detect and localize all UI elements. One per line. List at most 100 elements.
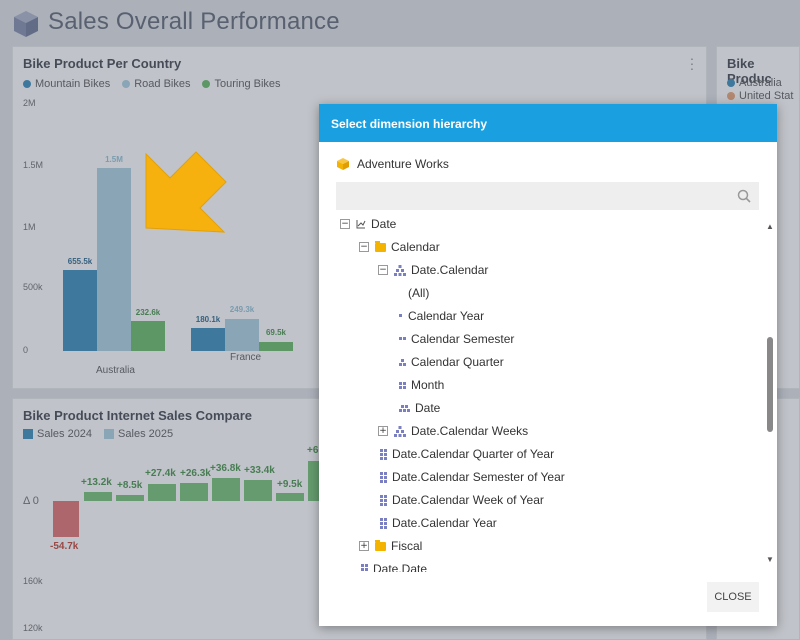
tree-node-calendar-semester[interactable]: Calendar Semester xyxy=(399,330,514,348)
tree-node-date-level[interactable]: Date xyxy=(399,399,440,417)
top-bar: Sales Overall Performance xyxy=(0,0,800,46)
folder-icon xyxy=(375,240,386,252)
scrollbar-thumb[interactable] xyxy=(767,337,773,432)
bar-australia-touring[interactable] xyxy=(131,321,165,351)
bar-australia-road[interactable] xyxy=(97,168,131,351)
waterfall-bar[interactable] xyxy=(308,461,320,501)
tree-node-attr-quarter-of-year[interactable]: Date.Calendar Quarter of Year xyxy=(380,445,554,463)
tree-node-label: Date.Calendar Quarter of Year xyxy=(392,447,555,461)
legend-item[interactable]: Mountain Bikes xyxy=(23,78,110,90)
tree-node-fiscal[interactable]: + Fiscal xyxy=(359,537,422,555)
dialog-title: Select dimension hierarchy xyxy=(319,104,777,142)
expand-toggle-icon[interactable]: + xyxy=(378,426,388,436)
scroll-up-icon[interactable]: ▲ xyxy=(766,222,774,231)
tree-node-label: Date xyxy=(415,401,441,415)
tree-node-calendar-quarter[interactable]: Calendar Quarter xyxy=(399,353,504,371)
attribute-icon xyxy=(380,471,387,483)
chart-legend: Australia United Stat xyxy=(727,77,793,102)
attribute-icon xyxy=(380,494,387,506)
waterfall-bar[interactable] xyxy=(244,480,272,501)
collapse-toggle-icon[interactable]: − xyxy=(340,219,350,229)
tree-node-label: Date.Calendar Year xyxy=(392,516,497,530)
legend-item[interactable]: Touring Bikes xyxy=(202,78,281,90)
waterfall-bar[interactable] xyxy=(116,495,144,501)
card-title: Bike Product Internet Sales Compare xyxy=(23,408,253,423)
bar-label: 655.5k xyxy=(67,257,93,266)
date-dimension-icon xyxy=(356,220,366,229)
tree-node-attr-week-of-year[interactable]: Date.Calendar Week of Year xyxy=(380,491,544,509)
tree-node-date-calendar[interactable]: − Date.Calendar xyxy=(378,261,488,279)
attribute-icon xyxy=(380,517,387,529)
bar-france-touring[interactable] xyxy=(259,342,293,351)
bar-label: 249.3k xyxy=(229,305,255,314)
tree-node-month[interactable]: Month xyxy=(399,376,444,394)
waterfall-bar[interactable] xyxy=(180,483,208,501)
tree-node-all[interactable]: (All) xyxy=(408,284,429,302)
legend-label: United Stat xyxy=(739,90,794,102)
tree-node-label: Fiscal xyxy=(391,539,423,553)
level-5-icon xyxy=(399,404,410,412)
tree-node-calendar-year[interactable]: Calendar Year xyxy=(399,307,484,325)
legend-item[interactable]: Sales 2025 xyxy=(104,428,173,440)
waterfall-label: +33.4k xyxy=(244,465,275,476)
waterfall-label: +36.8k xyxy=(210,463,241,474)
legend-label: Touring Bikes xyxy=(214,78,281,90)
cube-logo-icon xyxy=(14,11,38,37)
more-options-icon[interactable]: · · · xyxy=(689,50,695,76)
category-label: Australia xyxy=(96,365,135,376)
waterfall-bar[interactable] xyxy=(276,493,304,501)
search-input[interactable] xyxy=(336,182,731,210)
bar-france-road[interactable] xyxy=(225,319,259,351)
tree-scrollbar[interactable]: ▲ ▼ xyxy=(765,222,775,567)
tree-node-attr-year[interactable]: Date.Calendar Year xyxy=(380,514,497,532)
tree-node-label: Date.Calendar xyxy=(411,263,489,277)
legend-item[interactable]: United Stat xyxy=(727,90,793,102)
collapse-toggle-icon[interactable]: − xyxy=(359,242,369,252)
tree-node-label: (All) xyxy=(408,286,430,300)
bar-label: 69.5k xyxy=(265,328,287,337)
folder-icon xyxy=(375,539,386,551)
bar-france-mountain[interactable] xyxy=(191,328,225,351)
tree-node-calendar[interactable]: − Calendar xyxy=(359,238,440,256)
tree-node-date[interactable]: − Date xyxy=(340,215,396,233)
tree-node-date-calendar-weeks[interactable]: + Date.Calendar Weeks xyxy=(378,422,528,440)
attribute-icon xyxy=(380,448,387,460)
tree-node-attr-semester-of-year[interactable]: Date.Calendar Semester of Year xyxy=(380,468,565,486)
tree-node-label: Date.Calendar Weeks xyxy=(411,424,529,438)
scroll-down-icon[interactable]: ▼ xyxy=(766,555,774,564)
page-title: Sales Overall Performance xyxy=(48,8,340,35)
legend-dot-icon xyxy=(202,80,211,88)
waterfall-label: +6 xyxy=(307,445,319,456)
tree-node-date-date[interactable]: Date.Date xyxy=(361,560,427,572)
search-box xyxy=(336,182,759,210)
legend-label: Sales 2024 xyxy=(37,428,93,440)
search-icon[interactable] xyxy=(737,189,751,203)
legend-dot-icon xyxy=(23,80,31,88)
cube-icon xyxy=(337,158,349,170)
chart-legend: Sales 2024 Sales 2025 xyxy=(23,428,173,440)
collapse-toggle-icon[interactable]: − xyxy=(378,265,388,275)
y-tick: 1.5M xyxy=(23,160,44,170)
y-tick: 0 xyxy=(23,345,29,355)
waterfall-bar[interactable] xyxy=(148,484,176,501)
legend-item[interactable]: Sales 2024 xyxy=(23,428,92,440)
legend-item[interactable]: Road Bikes xyxy=(122,78,190,90)
chart-legend: Mountain Bikes Road Bikes Touring Bikes xyxy=(23,78,281,90)
legend-label: Road Bikes xyxy=(134,78,191,90)
waterfall-label: +27.4k xyxy=(145,468,176,479)
expand-toggle-icon[interactable]: + xyxy=(359,541,369,551)
legend-label: Sales 2025 xyxy=(118,428,174,440)
waterfall-bar[interactable] xyxy=(84,492,112,501)
legend-dot-icon xyxy=(727,79,735,87)
close-button[interactable]: CLOSE xyxy=(707,582,759,612)
y-tick: 160k xyxy=(23,576,43,586)
bar-label: 1.5M xyxy=(105,155,123,164)
waterfall-label: +8.5k xyxy=(117,480,143,491)
waterfall-bar[interactable] xyxy=(212,478,240,501)
waterfall-negative-bar[interactable] xyxy=(53,501,79,537)
legend-square-icon xyxy=(23,429,33,439)
data-source-name: Adventure Works xyxy=(357,157,449,171)
tree-node-label: Date.Date xyxy=(373,562,428,572)
legend-item[interactable]: Australia xyxy=(727,77,793,89)
bar-australia-mountain[interactable] xyxy=(63,270,97,351)
